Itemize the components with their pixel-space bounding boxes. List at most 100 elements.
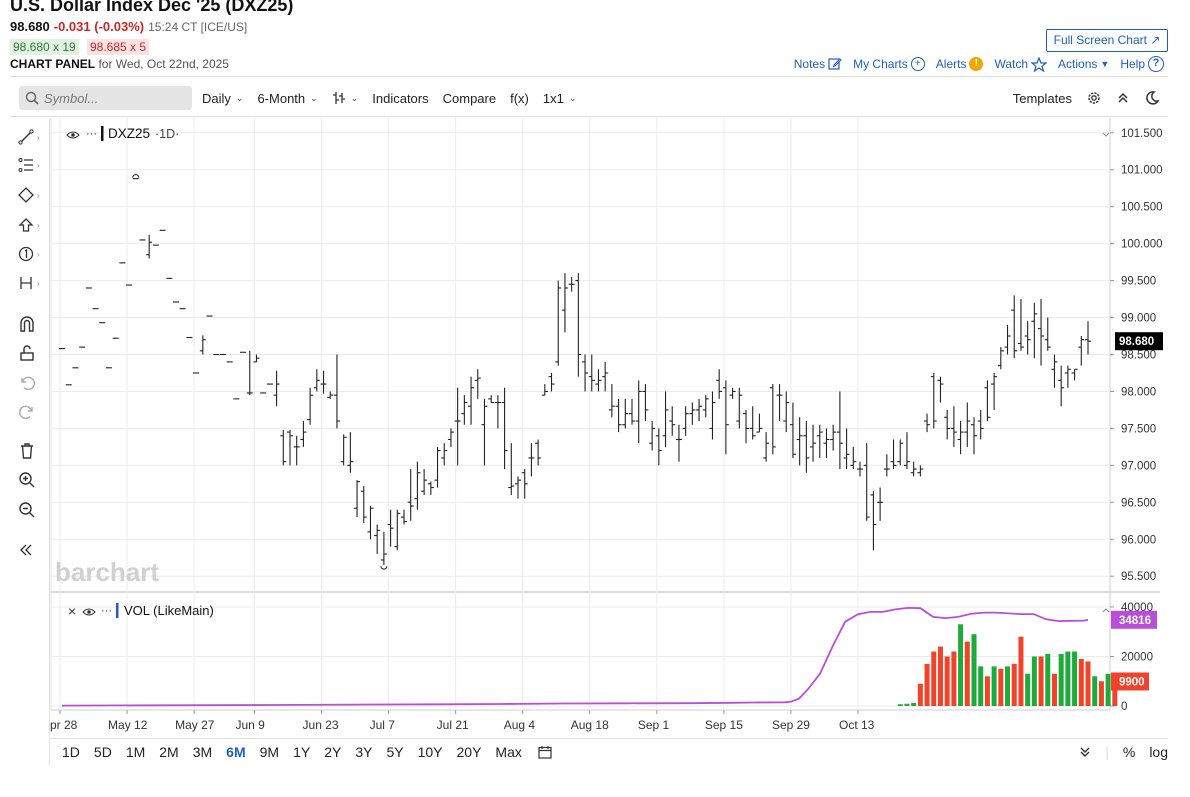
chevron-down-icon: ⌄ [235,92,244,103]
compare-button[interactable]: Compare [442,90,497,106]
range-button-1m[interactable]: 1M [125,744,146,760]
range-button-2m[interactable]: 2M [159,744,179,760]
ohlc-bar [709,391,716,440]
calendar-icon[interactable] [538,745,552,759]
ohlc-bar [501,387,508,470]
moon-icon[interactable] [1144,90,1160,106]
symbol-search-input[interactable]: Symbol... [19,86,192,110]
volume-bar [1112,681,1118,706]
unlock-icon [20,345,34,361]
indicators-button[interactable]: Indicators [372,90,429,106]
range-button-20y[interactable]: 20Y [456,744,482,760]
shape-tool[interactable]: › [18,184,44,206]
star-icon [1031,56,1048,72]
ohlc-bar [642,384,649,422]
volume-bar [1065,651,1071,706]
range-button-1d[interactable]: 1D [62,744,80,760]
ohlc-bar [407,469,414,521]
help-link[interactable]: Help ? [1120,56,1164,72]
trash-icon [21,443,33,459]
collapse-toolbar-button[interactable] [18,539,44,561]
volume-badge-label: 9900 [1119,676,1145,688]
range-button-3y[interactable]: 3Y [355,744,373,760]
expand-arrow-icon: › [37,220,40,230]
double-chevron-down-icon[interactable] [1079,746,1091,758]
gear-icon[interactable] [1086,90,1102,106]
range-button-10y[interactable]: 10Y [417,744,443,760]
y-tick-label: 100.500 [1121,202,1163,214]
templates-button[interactable]: Templates [1012,90,1072,106]
expand-arrow-icon: › [37,190,40,200]
ohlc-bar [307,387,314,425]
annotation-tool[interactable]: › [18,243,44,265]
drawing-toolbar: › › › › › › [10,118,50,766]
ohlc-bar [890,439,897,470]
zoom-out-button[interactable] [18,499,44,521]
ohlc-bar [1078,336,1085,366]
open-interest-line [61,606,1089,707]
watch-label: Watch [994,57,1029,71]
magnet-tool[interactable] [18,313,44,335]
ohlc-bar [454,387,461,466]
chart-type-dropdown[interactable]: ⌄ [332,91,358,105]
ohlc-bar [763,432,770,462]
ohlc-bar [253,354,260,363]
series-color-swatch [101,126,104,141]
ohlc-bar [555,280,562,366]
percent-scale-button[interactable]: % [1122,744,1136,760]
actions-link[interactable]: Actions ▼ [1058,57,1109,71]
range-button-5d[interactable]: 5D [93,744,112,760]
measure-tool[interactable]: › [18,272,44,294]
range-button-9m[interactable]: 9M [259,744,280,760]
watch-link[interactable]: Watch [994,56,1048,72]
fib-tool[interactable]: › [18,154,44,176]
volume-bar [1011,663,1017,706]
ohlc-bar [850,446,857,470]
volume-bar [1092,676,1098,706]
redo-button[interactable] [18,401,44,423]
interval-dropdown[interactable]: Daily ⌄ [202,91,243,106]
ohlc-bar [1011,295,1018,359]
top-links: Notes My Charts + Alerts ! Watch Actions… [794,56,1164,72]
eye-icon[interactable] [66,131,80,139]
shape-icon [18,187,34,203]
collapse-up-icon[interactable] [1116,91,1130,105]
range-button-1y[interactable]: 1Y [293,744,311,760]
lock-tool[interactable] [18,342,44,364]
zoom-in-button[interactable] [18,469,44,491]
alerts-link[interactable]: Alerts ! [936,57,984,71]
ohlc-bar [662,391,669,447]
trendline-tool[interactable]: › [18,126,44,148]
ohlc-bar [246,350,253,396]
undo-button[interactable] [18,372,44,394]
range-button-2y[interactable]: 2Y [324,744,342,760]
x-tick-label: pr 28 [50,718,78,732]
layout-dropdown[interactable]: 1x1 ⌄ [543,91,577,106]
ohlc-bar [521,469,528,499]
toolbar-right: Templates [1013,86,1160,110]
range-button-5y[interactable]: 5Y [386,744,404,760]
fx-button[interactable]: f(x) [510,90,529,106]
chart-panel-label: CHART PANEL for Wed, Oct 22nd, 2025 [10,57,229,71]
y-tick-label: 95.500 [1121,571,1156,583]
range-button-3m[interactable]: 3M [192,744,213,760]
my-charts-link[interactable]: My Charts + [853,57,925,71]
range-button-6m[interactable]: 6M [226,744,246,760]
eye-icon[interactable] [82,608,96,616]
pane-collapse-icon[interactable] [1102,132,1110,137]
range-button-max[interactable]: Max [495,744,522,760]
plus-circle-icon: + [910,57,925,71]
range-dropdown[interactable]: 6-Month ⌄ [257,91,317,106]
help-circle-icon: ? [1148,56,1164,72]
ohlc-bar [649,421,656,451]
arrow-tool[interactable]: › [18,214,44,236]
full-screen-chart-button[interactable]: Full Screen Chart ↗ [1046,29,1168,52]
log-scale-button[interactable]: log [1149,744,1168,760]
pane-collapse-icon[interactable] [1102,608,1110,613]
delete-drawings-button[interactable] [18,440,44,462]
fibonacci-icon [18,158,33,172]
open-interest-badge [1111,610,1157,629]
x-tick-label: Jul 21 [437,718,469,732]
notes-link[interactable]: Notes [794,57,842,71]
